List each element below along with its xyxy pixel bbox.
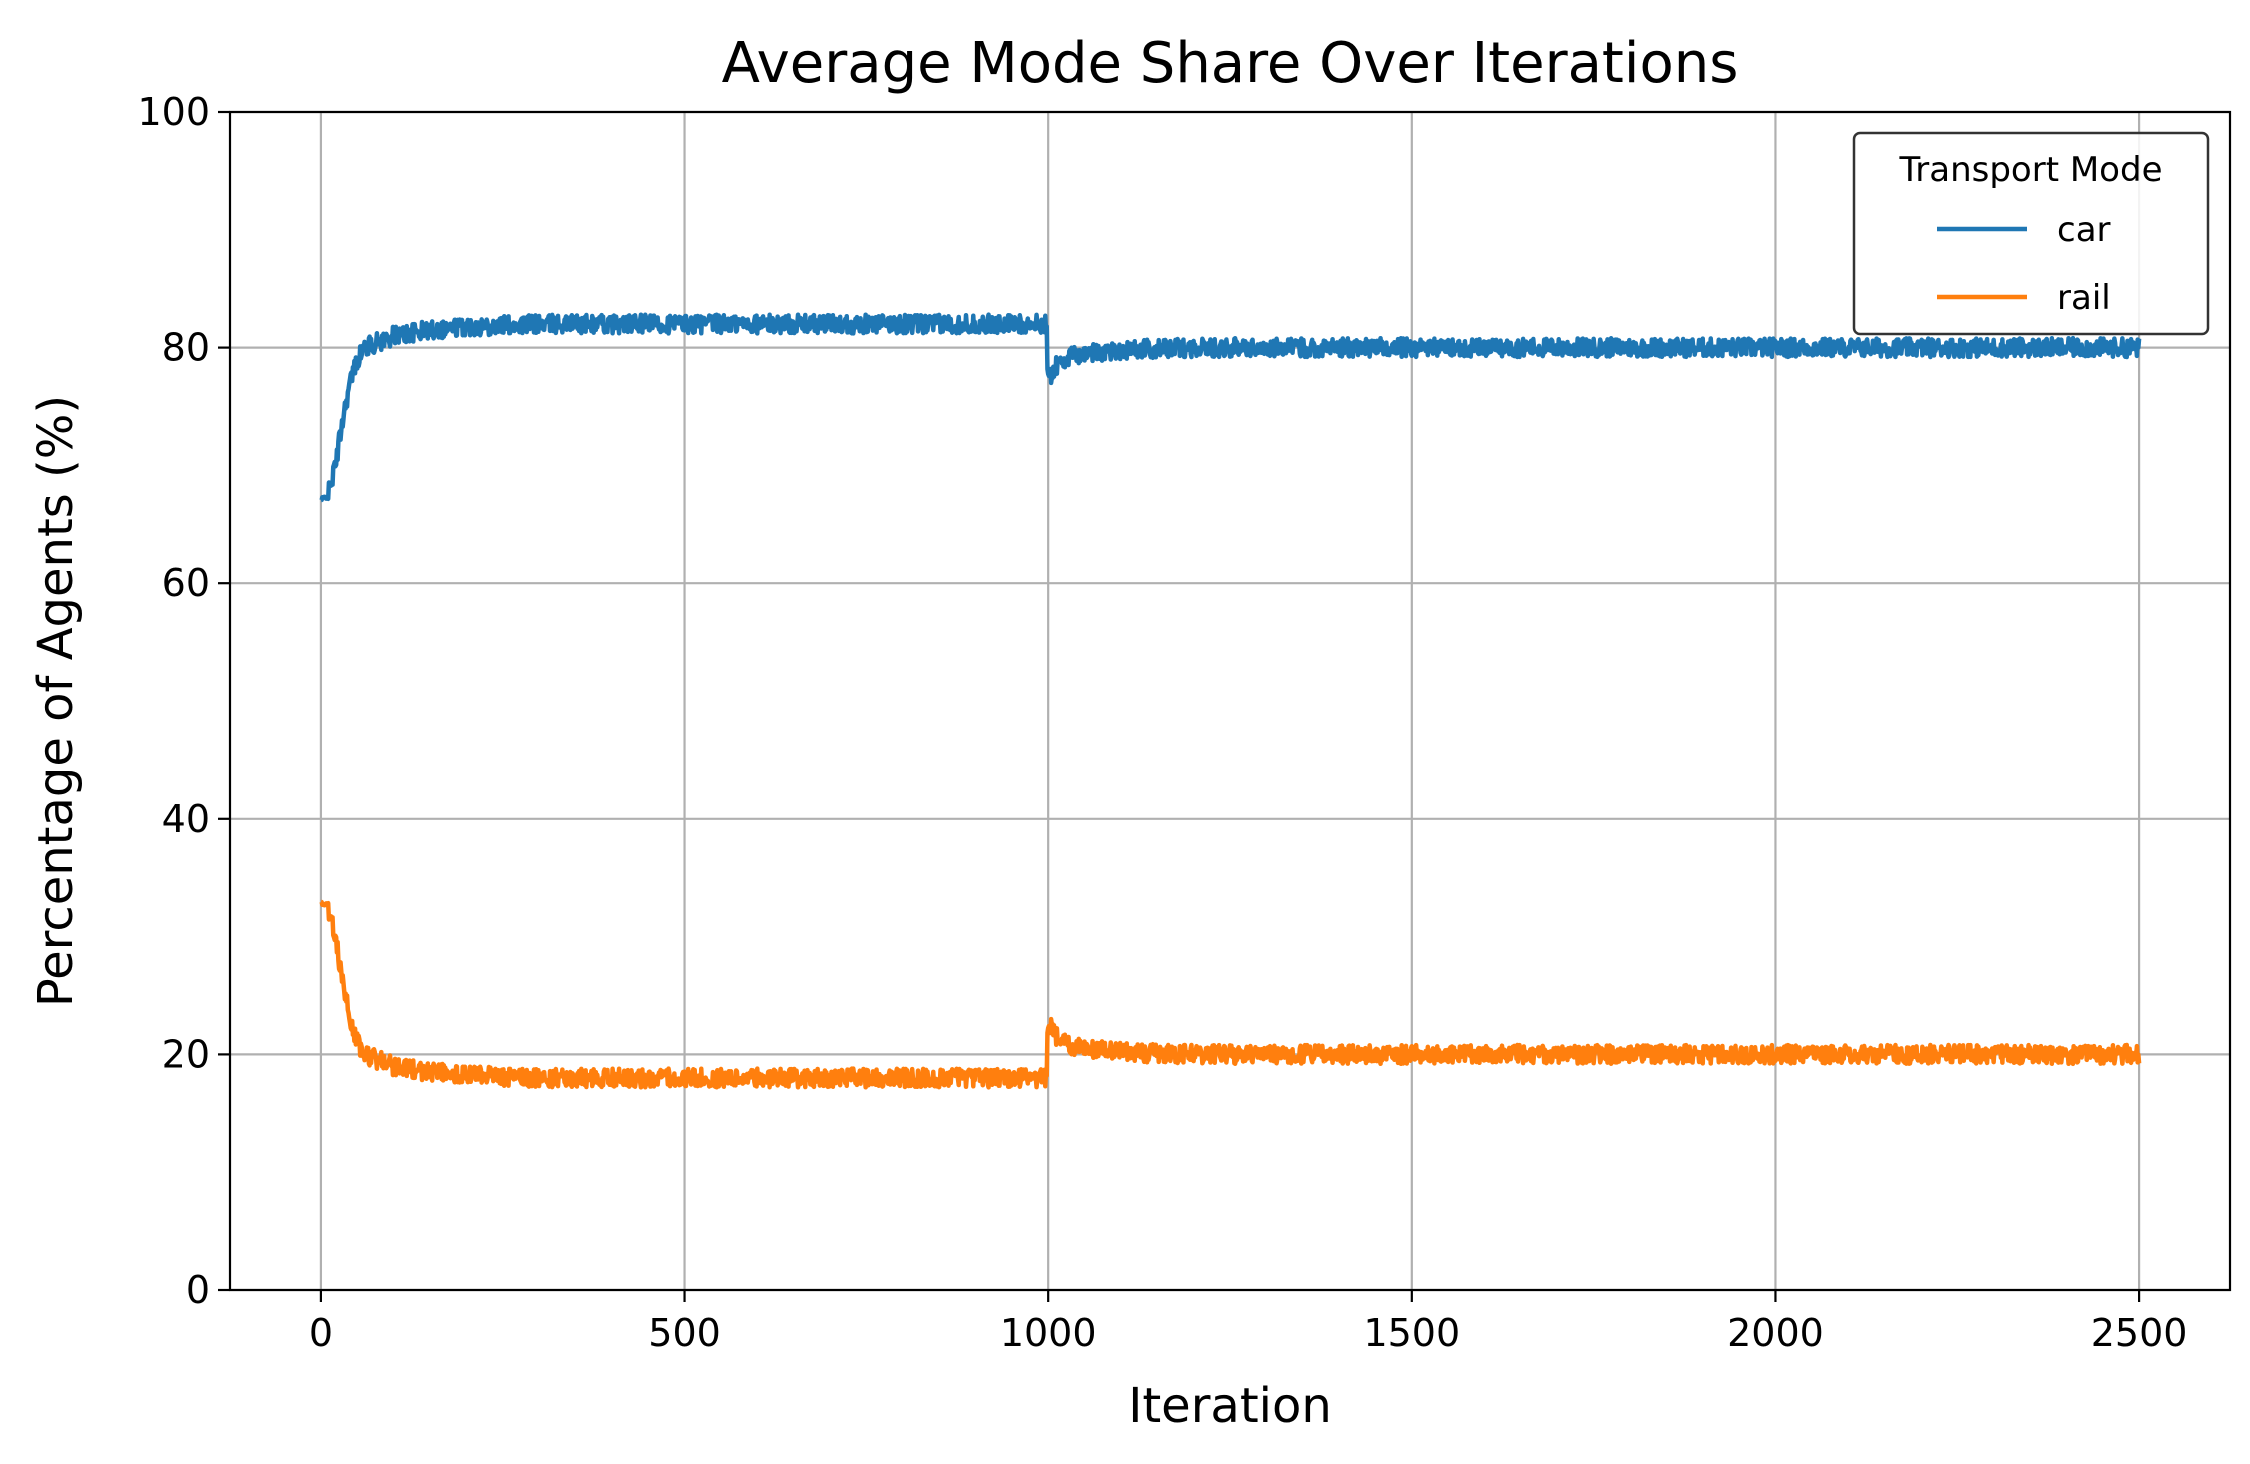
y-tick-label: 20 [162, 1032, 210, 1076]
legend-box [1852, 131, 2210, 336]
x-tick-label: 2000 [1727, 1311, 1824, 1355]
y-tick-label: 0 [186, 1268, 210, 1312]
x-axis-label: Iteration [1128, 1378, 1332, 1434]
y-tick-label: 40 [162, 797, 210, 841]
y-tick-label: 80 [162, 326, 210, 370]
x-tick-label: 1500 [1363, 1311, 1460, 1355]
legend: Transport Mode car rail [1852, 131, 2210, 336]
x-tick-label: 0 [309, 1311, 333, 1355]
series-line-rail [319, 899, 2142, 1090]
y-tick-label: 60 [162, 561, 210, 605]
y-axis-label: Percentage of Agents (%) [28, 395, 84, 1007]
x-tick-label: 2500 [2091, 1311, 2188, 1355]
plot-frame [228, 110, 2232, 1292]
x-tick-label: 500 [648, 1311, 721, 1355]
legend-title: Transport Mode [1899, 150, 2163, 190]
legend-label-rail: rail [2057, 278, 2111, 318]
chart-title: Average Mode Share Over Iterations [722, 31, 1739, 96]
x-tick-label: 1000 [1000, 1311, 1097, 1355]
series-layer [319, 312, 2142, 1090]
series-line-car [319, 312, 2142, 503]
y-tick-label: 100 [137, 90, 210, 134]
axis-ticks: 0 500 1000 1500 2000 2500 0 20 40 60 80 100 [137, 90, 2187, 1355]
legend-label-car: car [2057, 210, 2111, 250]
